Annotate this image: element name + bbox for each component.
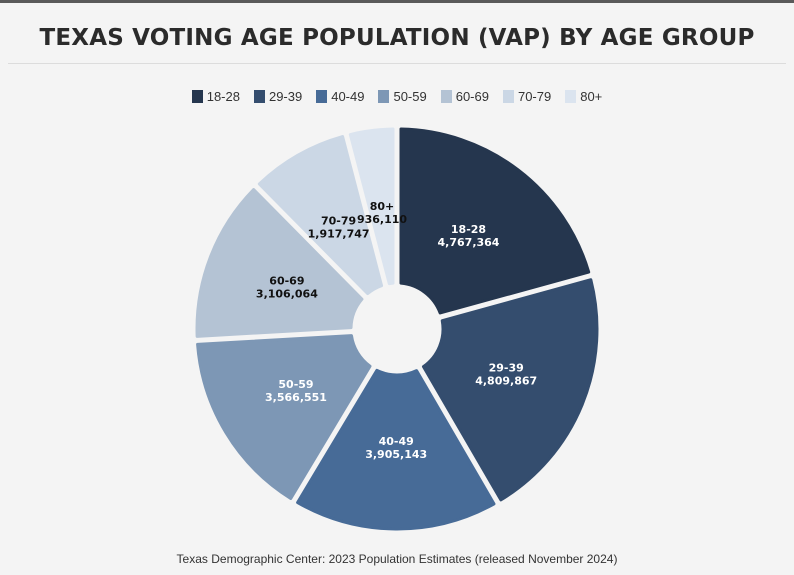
legend-label: 40-49 [331,89,365,104]
donut-slices [195,127,599,531]
slice-category-label: 60-69 [269,275,304,288]
slice-category-label: 50-59 [278,378,313,391]
donut-slice-18-28 [399,127,591,315]
legend-swatch [440,90,452,103]
legend-swatch [253,90,265,103]
legend-swatch [565,90,577,103]
donut-slice-70-79 [257,135,384,296]
legend-label: 70-79 [517,89,552,104]
legend-swatch [502,90,514,103]
donut-slice-50-59 [196,334,372,500]
donut-labels: 18-284,767,364 29-394,809,867 40-493,905,1… [256,200,537,461]
slice-category-label: 70-79 [321,214,356,227]
legend-label: 29-39 [268,89,303,104]
donut-slice-80-plus [348,127,395,286]
slice-value-label: 4,809,867 [475,375,537,388]
legend-item-70-79: 70-79 [502,89,552,104]
legend-swatch [316,90,328,103]
donut-chart: 18-284,767,364 29-394,809,867 40-493,905,1… [195,127,599,531]
slice-category-label: 18-28 [451,223,486,236]
donut-slice-40-49 [296,368,496,531]
donut-slice-29-39 [421,278,599,502]
chart-title: TEXAS VOTING AGE POPULATION (VAP) BY AGE… [39,25,755,51]
legend-item-18-28: 18-28 [191,89,240,104]
legend-label: 80+ [580,89,603,104]
slice-value-label: 3,566,551 [265,391,327,404]
legend-label: 18-28 [206,89,240,104]
chart-legend: 18-28 29-39 40-49 50-59 60-69 70-79 80+ [0,89,794,104]
legend-item-80-plus: 80+ [565,89,602,104]
slice-value-label: 3,905,143 [365,448,427,461]
legend-label: 50-59 [393,89,427,104]
title-divider [8,63,786,64]
slice-value-label: 3,106,064 [256,288,318,301]
donut-slice-60-69 [195,188,364,338]
chart-source-note: Texas Demographic Center: 2023 Populatio… [176,552,618,566]
slice-value-label: 936,110 [357,213,407,226]
legend-swatch [378,90,390,103]
legend-item-29-39: 29-39 [253,89,303,104]
legend-item-40-49: 40-49 [316,89,364,104]
legend-label: 60-69 [455,89,489,104]
slice-value-label: 1,917,747 [308,227,370,240]
slice-category-label: 29-39 [489,362,524,375]
slice-category-label: 80+ [370,200,395,213]
legend-item-50-59: 50-59 [378,89,427,104]
legend-swatch [191,90,203,103]
slice-category-label: 40-49 [379,435,414,448]
legend-item-60-69: 60-69 [440,89,489,104]
slice-value-label: 4,767,364 [438,236,500,249]
